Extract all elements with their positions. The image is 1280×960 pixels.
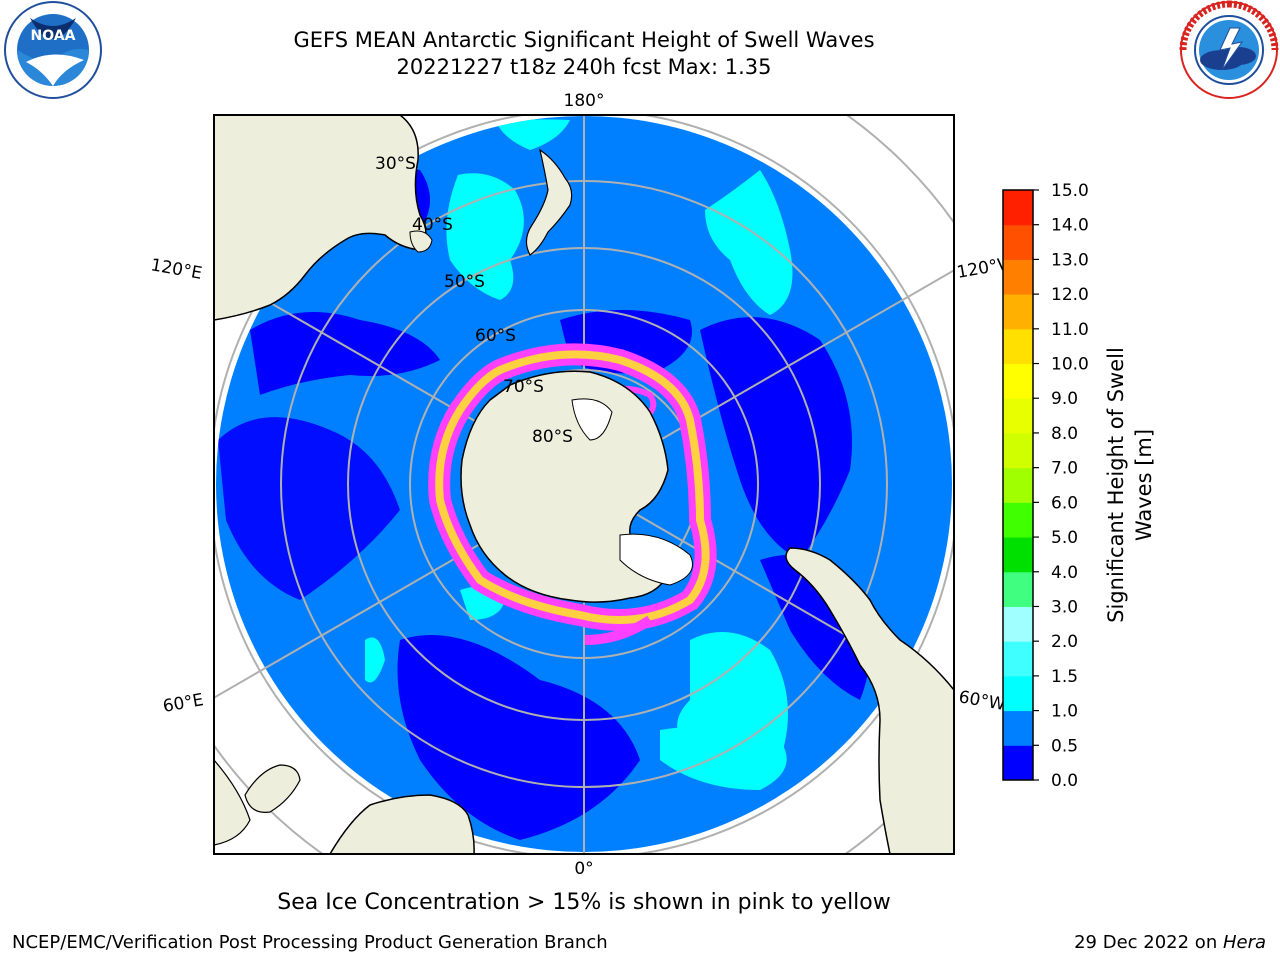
colorbar: 0.0 0.5 1.0 1.5 2.0 3.0 4.0 5.0 6.0 7.0 8.0 9.0 10.0… — [1002, 181, 1089, 791]
colorbar-tick-label: 8.0 — [1051, 424, 1078, 444]
weddell-ice-area — [619, 533, 693, 586]
colorbar-segment — [1003, 710, 1033, 746]
colorbar-tick-label: 6.0 — [1051, 493, 1078, 513]
noaa-logo-text: NOAA — [31, 28, 76, 44]
sea-ice-caption: Sea Ice Concentration > 15% is shown in … — [277, 890, 891, 915]
colorbar-segment — [1003, 363, 1033, 399]
colorbar-segment — [1003, 537, 1033, 573]
colorbar-label-line1: Significant Height of Swell — [1104, 347, 1128, 623]
map-frame — [213, 114, 955, 855]
colorbar-tick-label: 0.0 — [1051, 771, 1078, 791]
south-america-landmass — [785, 547, 954, 854]
colorbar-tick-label: 14.0 — [1051, 216, 1089, 236]
colorbar-segment — [1003, 745, 1033, 781]
new-zealand-landmass — [525, 148, 573, 256]
africa-landmass — [329, 794, 475, 854]
lon-label-top: 180° — [564, 91, 605, 111]
south-africa-west-landmass — [214, 759, 251, 846]
colorbar-tick-label: 2.0 — [1051, 632, 1078, 652]
colorbar-segment — [1003, 432, 1033, 469]
colorbar-tick-label: 15.0 — [1051, 181, 1089, 201]
lat-label-40s: 40°S — [412, 215, 453, 235]
tasmania-landmass — [409, 230, 433, 253]
footer-date: 29 Dec 2022 on Hera — [1074, 932, 1266, 953]
colorbar-tick-label: 1.5 — [1051, 667, 1078, 687]
lat-label-70s: 70°S — [503, 377, 544, 397]
colorbar-segment — [1003, 294, 1033, 330]
colorbar-segment — [1003, 641, 1033, 677]
colorbar-segment — [1003, 675, 1033, 712]
footer-machine: Hera — [1222, 932, 1266, 953]
lat-label-30s: 30°S — [375, 154, 416, 174]
australia-landmass — [214, 115, 427, 321]
colorbar-tick-label: 4.0 — [1051, 563, 1078, 583]
lat-label-60s: 60°S — [475, 326, 516, 346]
colorbar-tick-label: 9.0 — [1051, 389, 1078, 409]
colorbar-segment — [1003, 259, 1033, 295]
colorbar-label-line2: Waves [m] — [1132, 429, 1156, 541]
ross-ice-area — [571, 398, 613, 441]
lon-label-upper-left: 120°E — [149, 255, 203, 284]
colorbar-tick-label: 0.5 — [1051, 736, 1078, 756]
colorbar-tick-label: 11.0 — [1051, 320, 1089, 340]
colorbar-tick-label: 12.0 — [1051, 285, 1089, 305]
colorbar-segment — [1003, 502, 1033, 538]
lat-label-80s: 80°S — [532, 427, 573, 447]
chart-title: GEFS MEAN Antarctic Significant Height o… — [293, 28, 875, 52]
colorbar-tick-label: 1.0 — [1051, 702, 1078, 722]
madagascar-landmass — [244, 764, 301, 813]
colorbar-segment — [1003, 224, 1033, 260]
lon-label-bottom: 0° — [574, 859, 593, 879]
colorbar-segment — [1003, 467, 1033, 503]
colorbar-segment — [1003, 606, 1033, 642]
chart-subtitle: 20221227 t18z 240h fcst Max: 1.35 — [396, 55, 772, 79]
colorbar-tick-label: 10.0 — [1051, 355, 1089, 375]
footer-credit: NCEP/EMC/Verification Post Processing Pr… — [12, 932, 608, 953]
colorbar-frame — [1002, 189, 1034, 781]
colorbar-segment — [1003, 398, 1033, 434]
colorbar-tick-label: 3.0 — [1051, 597, 1078, 617]
noaa-logo: NOAA — [4, 1, 102, 99]
colorbar-tick-label: 7.0 — [1051, 459, 1078, 479]
lat-label-50s: 50°S — [444, 272, 485, 292]
lon-label-lower-right: 60°W — [957, 687, 1007, 715]
footer-date-text: 29 Dec 2022 on — [1074, 932, 1223, 953]
nws-logo — [1179, 0, 1279, 99]
colorbar-tick-label: 5.0 — [1051, 528, 1078, 548]
colorbar-tick-label: 13.0 — [1051, 250, 1089, 270]
lon-label-lower-left: 60°E — [161, 690, 205, 717]
colorbar-segment — [1003, 190, 1033, 226]
colorbar-segment — [1003, 328, 1033, 365]
sea-ice-ring — [428, 343, 717, 645]
colorbar-segment — [1003, 571, 1033, 607]
